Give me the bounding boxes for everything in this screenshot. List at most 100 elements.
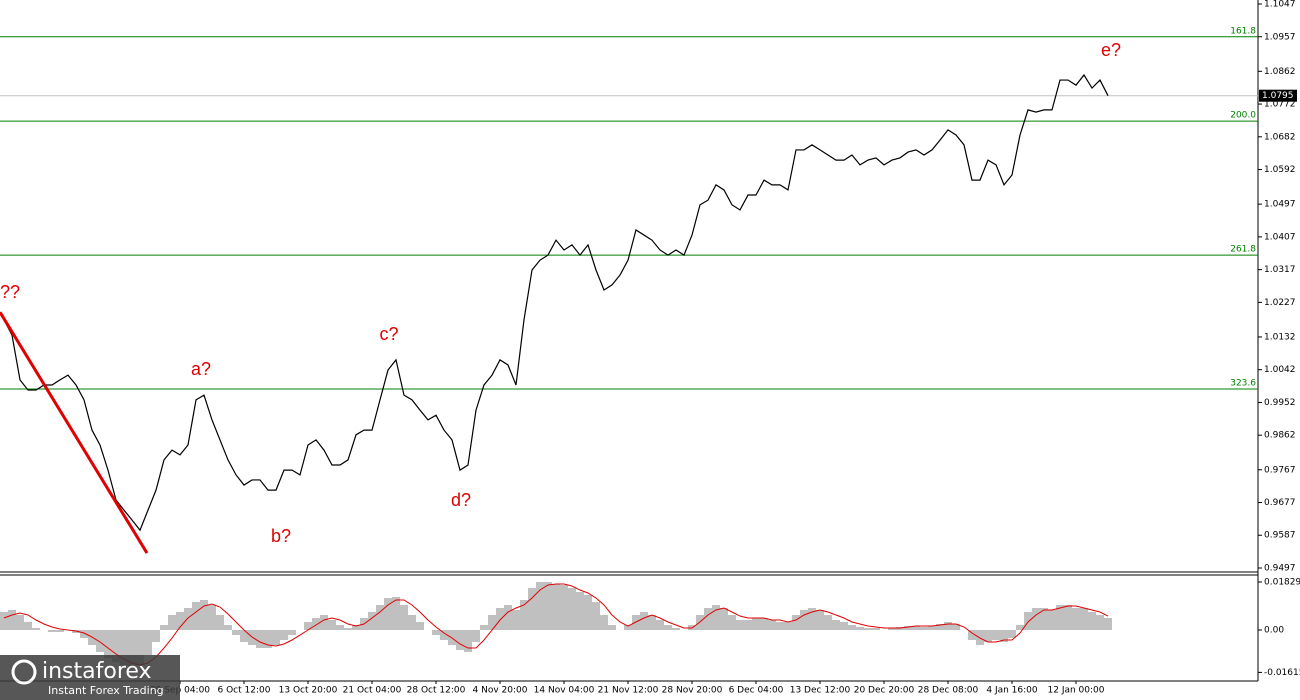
histogram-bar [0,612,8,631]
histogram-bar [152,630,160,643]
histogram-bar [472,630,480,643]
histogram-bar [664,624,672,631]
x-tick-label: 6 Dec 04:00 [729,686,784,696]
histogram-bar [1016,624,1024,631]
histogram-bar [192,602,200,631]
histogram-bar [240,630,248,643]
watermark-tagline: Instant Forex Trading [48,684,164,697]
histogram-bar [384,598,392,631]
y-tick-label: 0.9767 [1264,465,1296,475]
histogram-bar [416,622,424,631]
histogram-bar [208,604,216,631]
watermark-brand: instaforex [42,659,152,684]
y-tick-label: 1.0317 [1264,265,1296,275]
histogram-bar [456,630,464,651]
histogram-bar [672,628,680,631]
histogram-bar [1080,608,1088,631]
histogram-bar [544,582,552,631]
histogram-bar [560,585,568,631]
price-line [3,73,1109,532]
last-price-label: 1.0795 [1262,91,1294,101]
histogram-bar [920,627,928,631]
wave-label: e? [1101,40,1121,60]
histogram-bar [520,600,528,631]
histogram-bar [504,604,512,631]
histogram-bar [792,614,800,631]
histogram-bar [1040,608,1048,631]
histogram-bar [640,612,648,631]
histogram-bar [800,610,808,631]
histogram-bar [528,588,536,631]
histogram-bar [784,622,792,631]
histogram-bar [608,624,616,631]
wave-label: b? [271,526,291,546]
x-tick-label: 14 Nov 04:00 [534,686,595,696]
histogram-bar [1096,614,1104,631]
histogram-bar [96,630,104,652]
wave-label: c? [379,324,398,344]
signal-line [3,583,1109,666]
wave-label: ?? [0,282,20,302]
histogram-bar [200,600,208,631]
y-tick-label: 1.0592 [1264,165,1296,175]
x-tick-label: 12 Jan 00:00 [1048,686,1105,696]
histogram-bar [1024,612,1032,631]
histogram-bar [704,608,712,631]
y-tick-label: 1.0042 [1264,365,1296,375]
histogram-bar [168,614,176,631]
histogram-bar [16,614,24,631]
histogram-bar [936,623,944,631]
histogram-bar [736,620,744,631]
fib-level-label: 261.8 [1230,245,1256,255]
histogram-bar [304,622,312,631]
y-tick-label: 1.1047 [1264,0,1296,10]
histogram-bar [56,630,64,633]
histogram-bar [368,612,376,631]
watermark-icon [11,659,37,685]
histogram-bar [128,630,136,669]
histogram-bar [160,624,168,631]
histogram-bar [904,626,912,631]
histogram-bar [376,604,384,631]
histogram-bar [776,622,784,631]
histogram-bar [752,618,760,631]
histogram-bar [104,630,112,659]
histogram-bar [464,630,472,652]
y-tick-label: -0.01615 [1264,668,1300,678]
histogram-bar [480,624,488,631]
histogram-bar [1088,612,1096,631]
histogram-bar [352,624,360,631]
y-tick-label: 1.0862 [1264,67,1296,77]
y-tick-label: 0.9587 [1264,531,1296,541]
histogram-bar [984,630,992,643]
histogram-bar [944,622,952,631]
x-tick-label: 4 Jan 16:00 [986,686,1038,696]
histogram-bar [1048,610,1056,631]
histogram-bar [576,592,584,631]
histogram-bar [48,630,56,633]
histogram-bar [648,614,656,631]
histogram-bar [496,608,504,631]
histogram-bar [656,620,664,631]
histogram-bar [600,614,608,631]
histogram-bar [8,610,16,631]
y-tick-label: 1.0407 [1264,232,1296,242]
histogram-bar [848,624,856,631]
histogram-bar [928,626,936,631]
histogram-bar [1000,630,1008,643]
histogram-bar [952,623,960,631]
histogram-bar [536,582,544,631]
y-tick-label: 0.01829 [1264,578,1300,588]
y-tick-label: 1.0682 [1264,132,1296,142]
last-price-box [1259,89,1297,102]
y-tick-label: 1.0772 [1264,100,1296,110]
y-tick-label: 1.0132 [1264,332,1296,342]
y-tick-label: 1.0957 [1264,32,1296,42]
x-tick-label: 4 Nov 20:00 [473,686,528,696]
histogram-bar [768,620,776,631]
histogram-bar [1064,604,1072,631]
histogram-bar [584,594,592,631]
y-tick-label: 0.9497 [1264,563,1296,573]
histogram-bar [392,597,400,631]
